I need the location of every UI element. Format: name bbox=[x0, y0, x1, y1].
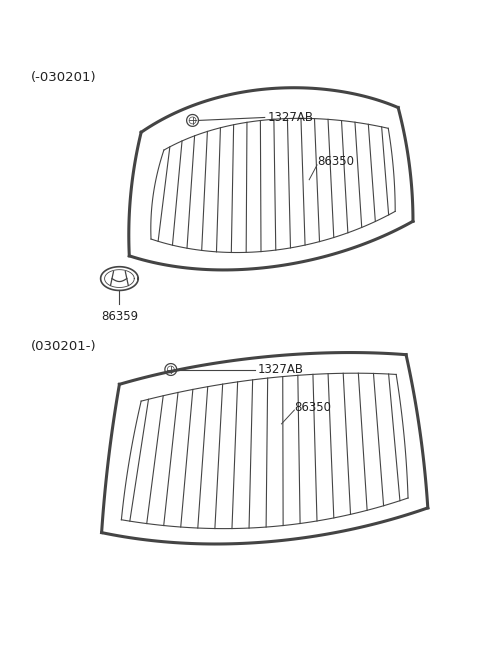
Text: 86350: 86350 bbox=[317, 155, 354, 168]
Text: 1327AB: 1327AB bbox=[268, 111, 313, 124]
Text: (030201-): (030201-) bbox=[30, 340, 96, 353]
Text: (-030201): (-030201) bbox=[30, 71, 96, 84]
Text: 86359: 86359 bbox=[101, 310, 138, 323]
Text: 86350: 86350 bbox=[294, 401, 331, 413]
Text: 1327AB: 1327AB bbox=[258, 363, 304, 376]
